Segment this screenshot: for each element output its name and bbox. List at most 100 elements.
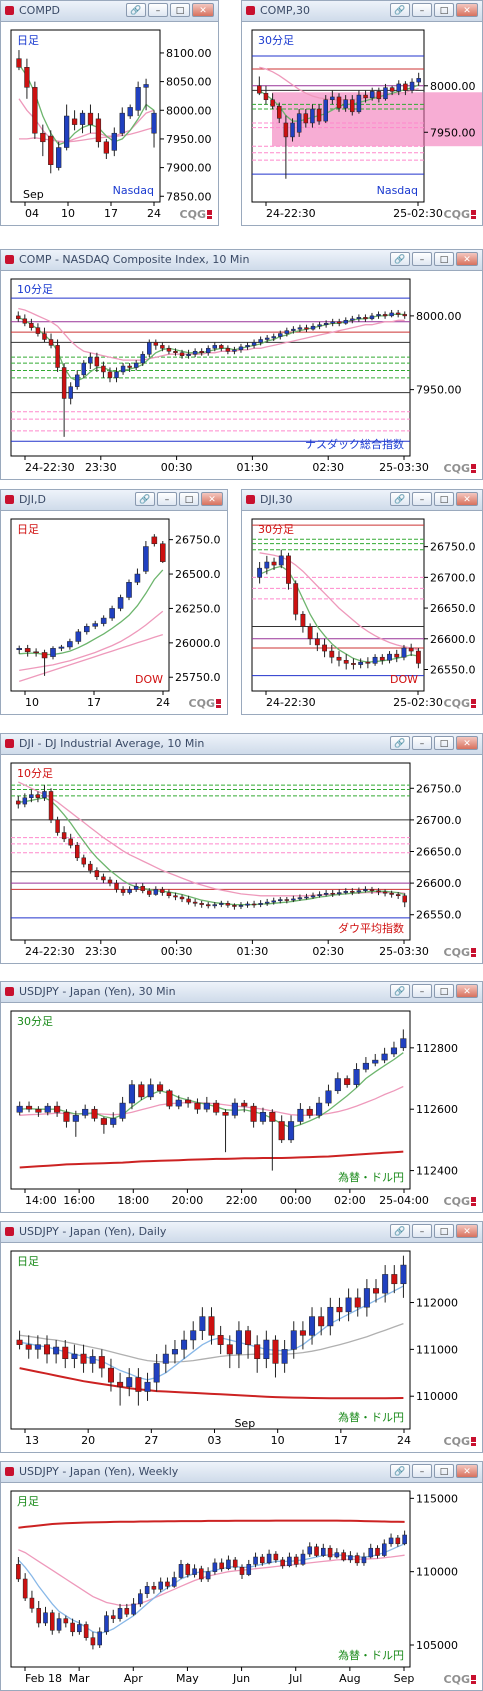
instrument-label: ダウ平均指数 — [338, 921, 404, 935]
minimize-button[interactable]: – — [412, 984, 432, 998]
candlestick-chart[interactable]: 112800 112600 112400 14:00 16:00 18:00 20:00 22… — [1, 1003, 482, 1211]
maximize-button[interactable]: □ — [434, 492, 454, 506]
cqg-app-icon — [246, 495, 255, 504]
candle-body — [158, 1581, 163, 1590]
cqg-logo-mark — [216, 699, 221, 704]
maximize-button[interactable]: □ — [434, 3, 454, 17]
maximize-button[interactable]: □ — [170, 3, 190, 17]
window-titlebar[interactable]: DJI,30 🔗 – □ ✕ — [242, 490, 482, 511]
close-button[interactable]: ✕ — [456, 492, 478, 506]
minimize-button[interactable]: – — [148, 3, 168, 17]
chart-window-compd-daily[interactable]: COMPD 🔗 – □ ✕ 8100.00 8050.00 8000.00 7950.00 790… — [0, 0, 219, 226]
maximize-button[interactable]: □ — [434, 1464, 454, 1478]
close-button[interactable]: ✕ — [456, 984, 478, 998]
candle-body — [245, 345, 250, 348]
candle-body — [381, 1053, 388, 1061]
timeframe-label: 30分足 — [258, 523, 294, 536]
minimize-button[interactable]: – — [412, 252, 432, 266]
candlestick-chart[interactable]: 8000.00 7950.00 24-22:30 25-02:30 30分足 Nasdaq… — [242, 22, 482, 224]
candle-body — [206, 904, 211, 907]
x-tick-label: 25-04:00 — [379, 1194, 429, 1207]
cqg-logo-mark — [471, 1675, 476, 1680]
candle-body — [153, 889, 159, 895]
cqg-logo: CQG — [444, 1673, 470, 1686]
candlestick-chart[interactable]: 112000 111000 110000 13 20 27 03 10 17 24 Sep 日足為替・… — [1, 1243, 482, 1451]
link-button[interactable]: 🔗 — [390, 1464, 410, 1478]
window-titlebar[interactable]: DJI - DJ Industrial Average, 10 Min 🔗 – □ ✕ — [1, 734, 482, 755]
candlestick-chart[interactable]: 26750.0 26700.0 26650.0 26600.0 26550.0 24-22… — [242, 511, 482, 713]
candle-body — [88, 356, 93, 364]
candle-body — [296, 113, 302, 133]
candle-body — [232, 904, 237, 907]
chart-window-comp-10min[interactable]: COMP - NASDAQ Composite Index, 10 Min 🔗 – □… — [0, 249, 483, 480]
chart-window-usdjpy-30min[interactable]: USDJPY - Japan (Yen), 30 Min 🔗 – □ ✕ 112800 11… — [0, 981, 483, 1213]
maximize-button[interactable]: □ — [434, 736, 454, 750]
candle-body — [303, 113, 309, 124]
maximize-button[interactable]: □ — [434, 984, 454, 998]
x-month-label: Sep — [23, 188, 44, 201]
close-button[interactable]: ✕ — [456, 1464, 478, 1478]
window-titlebar[interactable]: USDJPY - Japan (Yen), Daily 🔗 – □ ✕ — [1, 1222, 482, 1243]
candle-body — [286, 555, 291, 584]
candle-body — [330, 321, 335, 324]
x-tick-label: 18:00 — [117, 1194, 149, 1207]
close-button[interactable]: ✕ — [456, 736, 478, 750]
window-titlebar[interactable]: COMP - NASDAQ Composite Index, 10 Min 🔗 – □… — [1, 250, 482, 271]
moving-average-line — [19, 1367, 404, 1400]
x-tick-label: 02:00 — [334, 1194, 366, 1207]
candle-body — [206, 348, 211, 353]
window-titlebar[interactable]: COMPD 🔗 – □ ✕ — [1, 1, 218, 22]
link-button[interactable]: 🔗 — [135, 492, 155, 506]
maximize-button[interactable]: □ — [434, 252, 454, 266]
window-titlebar[interactable]: USDJPY - Japan (Yen), Weekly 🔗 – □ ✕ — [1, 1462, 482, 1483]
candlestick-chart[interactable]: 8000.00 7950.00 24-22:30 23:30 00:30 01:30 02:… — [1, 271, 482, 478]
candle-body — [383, 87, 388, 100]
link-button[interactable]: 🔗 — [390, 3, 410, 17]
candle-body — [389, 87, 395, 92]
window-titlebar[interactable]: USDJPY - Japan (Yen), 30 Min 🔗 – □ ✕ — [1, 982, 482, 1003]
link-button[interactable]: 🔗 — [390, 492, 410, 506]
candlestick-chart[interactable]: 26750.0 26700.0 26650.0 26600.0 26550.0 24-22… — [1, 755, 482, 962]
link-button[interactable]: 🔗 — [390, 1224, 410, 1238]
candle-body — [144, 1381, 151, 1392]
cqg-logo-mark — [207, 210, 212, 215]
candle-body — [166, 1090, 173, 1107]
chart-window-usdjpy-weekly[interactable]: USDJPY - Japan (Yen), Weekly 🔗 – □ ✕ 115000 11… — [0, 1461, 483, 1691]
minimize-button[interactable]: – — [157, 492, 177, 506]
window-titlebar[interactable]: DJI,D 🔗 – □ ✕ — [1, 490, 227, 511]
candlestick-chart[interactable]: 115000 110000 105000 Feb 18 Mar Apr May Jun Jul A… — [1, 1483, 482, 1689]
candle-body — [376, 314, 381, 317]
close-button[interactable]: ✕ — [456, 1224, 478, 1238]
link-button[interactable]: 🔗 — [126, 3, 146, 17]
chart-window-usdjpy-daily[interactable]: USDJPY - Japan (Yen), Daily 🔗 – □ ✕ 112000 111… — [0, 1221, 483, 1453]
candlestick-chart[interactable]: 8100.00 8050.00 8000.00 7950.00 7900.00 7850.… — [1, 22, 218, 224]
minimize-button[interactable]: – — [412, 492, 432, 506]
candle-body — [64, 115, 70, 148]
maximize-button[interactable]: □ — [179, 492, 199, 506]
candle-body — [40, 132, 46, 143]
link-button[interactable]: 🔗 — [390, 984, 410, 998]
close-button[interactable]: ✕ — [456, 252, 478, 266]
y-tick-label: 26750.0 — [175, 534, 221, 547]
close-button[interactable]: ✕ — [456, 3, 478, 17]
link-button[interactable]: 🔗 — [390, 252, 410, 266]
maximize-button[interactable]: □ — [434, 1224, 454, 1238]
minimize-button[interactable]: – — [412, 1224, 432, 1238]
chart-window-dji-daily[interactable]: DJI,D 🔗 – □ ✕ 26750.0 26500.0 26250.0 26000.0 257… — [0, 489, 228, 715]
window-titlebar[interactable]: COMP,30 🔗 – □ ✕ — [242, 1, 482, 22]
x-tick-label: 03 — [208, 1434, 222, 1447]
link-button[interactable]: 🔗 — [390, 736, 410, 750]
minimize-button[interactable]: – — [412, 1464, 432, 1478]
candle-body — [91, 1108, 98, 1119]
close-button[interactable]: ✕ — [201, 492, 223, 506]
candle-body — [257, 567, 263, 578]
candle-body — [271, 336, 276, 339]
candle-body — [151, 536, 158, 545]
chart-window-dji-10min[interactable]: DJI - DJ Industrial Average, 10 Min 🔗 – □ ✕ 2… — [0, 733, 483, 964]
close-button[interactable]: ✕ — [192, 3, 214, 17]
minimize-button[interactable]: – — [412, 3, 432, 17]
chart-window-comp-30min[interactable]: COMP,30 🔗 – □ ✕ 8000.00 7950.00 24-22:30 25-02:3… — [241, 0, 483, 226]
chart-window-dji-30min[interactable]: DJI,30 🔗 – □ ✕ 26750.0 26700.0 26650.0 26600.0 26… — [241, 489, 483, 715]
candlestick-chart[interactable]: 26750.0 26500.0 26250.0 26000.0 25750.0 10 17 2… — [1, 511, 227, 713]
minimize-button[interactable]: – — [412, 736, 432, 750]
